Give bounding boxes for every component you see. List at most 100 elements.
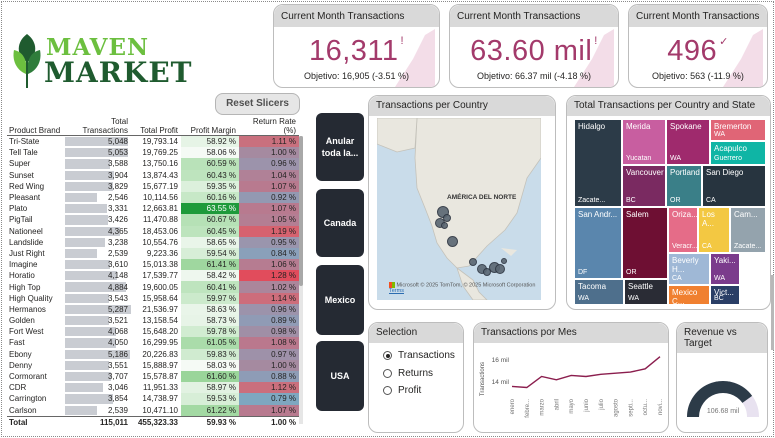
table-row[interactable]: High Quality 3,543 15,958.64 59.97 % 1.14 %	[7, 292, 299, 304]
header-profit-margin[interactable]: Profit Margin	[190, 126, 236, 135]
table-row[interactable]: High Top 4,884 19,600.05 60.41 % 1.02 %	[7, 281, 299, 293]
page-scrollbar[interactable]	[771, 275, 774, 350]
treemap-cell[interactable]: Yaki... WA	[711, 254, 739, 284]
radio-indicator[interactable]	[383, 369, 392, 378]
header-total-profit[interactable]: Total Profit	[140, 126, 178, 135]
reset-slicers-button[interactable]: Reset Slicers	[215, 93, 300, 115]
cell-profit: 21,536.97	[142, 304, 178, 314]
treemap-cell[interactable]: Acapulco Guerrero	[711, 142, 765, 164]
radio-profit[interactable]: Profit	[383, 385, 421, 396]
y-axis-label: Transactions	[480, 362, 486, 396]
cell-transactions: 3,588	[65, 158, 131, 169]
cell-return-rate: 0.92 %	[239, 191, 299, 204]
treemap-cell[interactable]: San Diego CA	[703, 166, 765, 206]
selection-panel[interactable]: Selection Transactions Returns Profit	[368, 322, 464, 433]
treemap-cell[interactable]: Merida Yucatan	[623, 120, 665, 164]
radio-indicator[interactable]	[383, 386, 392, 395]
treemap-cell[interactable]: Mexico C...	[669, 286, 709, 304]
radio-returns[interactable]: Returns	[383, 368, 433, 379]
map-title: Transactions per Country	[369, 96, 555, 116]
map-bubble[interactable]	[501, 258, 507, 264]
table-row[interactable]: Landslide 3,238 10,554.76 58.65 % 0.95 %	[7, 236, 299, 248]
country-button-canada[interactable]: Canada	[316, 189, 364, 257]
treemap-cell[interactable]: Beverly H... CA	[669, 254, 709, 284]
table-row[interactable]: Fast 4,050 16,299.95 61.05 % 1.08 %	[7, 337, 299, 349]
cell-margin: 58.42 %	[181, 270, 239, 282]
treemap-cell[interactable]: Seattle WA	[625, 280, 667, 304]
treemap-cell[interactable]: Tacoma WA	[575, 280, 623, 304]
table-row[interactable]: Super 3,588 13,750.16 60.59 % 0.96 %	[7, 158, 299, 170]
map-bubble[interactable]	[443, 214, 451, 222]
kpi-card-revenue[interactable]: Current Month Transactions 63.60 mil! Ob…	[449, 4, 619, 88]
table-row[interactable]: Denny 3,551 15,888.97 58.03 % 1.00 %	[7, 359, 299, 371]
country-button-usa[interactable]: USA	[316, 341, 364, 411]
treemap-cell[interactable]: Los A... CA	[699, 208, 729, 252]
treemap-cell-sublabel: BC	[626, 197, 636, 204]
header-return-rate[interactable]: Return Rate (%)	[252, 117, 296, 135]
treemap-cell[interactable]: Oriza... Veracr...	[669, 208, 697, 252]
map-terms-link[interactable]: Terms	[389, 288, 404, 294]
country-button-clear[interactable]: Anular toda la...	[316, 113, 364, 181]
header-total-transactions[interactable]: Total Transactions	[82, 117, 129, 135]
table-row[interactable]: Pleasant 2,546 10,114.56 60.16 % 0.92 %	[7, 191, 299, 204]
map-panel[interactable]: Transactions per Country AMÉRICA DEL NOR…	[368, 95, 556, 310]
treemap-cell[interactable]: San Andr... DF	[575, 208, 621, 278]
treemap-cell[interactable]: Cam... Zacate...	[731, 208, 765, 252]
country-button-mexico[interactable]: Mexico	[316, 265, 364, 335]
table-row[interactable]: PigTail 3,426 11,470.88 60.67 % 1.05 %	[7, 214, 299, 226]
radio-indicator[interactable]	[383, 351, 392, 360]
kpi-goal: Objetivo: 16,905 (-3.51 %)	[303, 71, 410, 81]
table-row[interactable]: Hermanos 5,287 21,536.97 58.63 % 0.96 %	[7, 303, 299, 315]
revenue-gauge-panel[interactable]: Revenue vs Target 106.68 mil	[676, 322, 768, 433]
table-row[interactable]: Plato 3,331 12,663.81 63.55 % 1.07 %	[7, 203, 299, 215]
map-bubble[interactable]	[495, 264, 505, 274]
table-row[interactable]: Imagine 3,610 15,013.38 61.41 % 1.06 %	[7, 259, 299, 271]
table-row[interactable]: Tri-State 5,048 19,793.14 58.92 % 1.11 %	[7, 136, 299, 148]
table-row[interactable]: Horatio 4,148 17,539.77 58.42 % 1.28 %	[7, 270, 299, 282]
treemap-cell-label: Vancouver	[626, 168, 664, 177]
map-canvas[interactable]: AMÉRICA DEL NORTE Microsoft © 2025 TomTo…	[377, 118, 541, 300]
table-row[interactable]: Cormorant 3,707 15,578.87 61.60 % 0.88 %	[7, 370, 299, 383]
map-bubble[interactable]	[447, 236, 458, 247]
treemap-canvas[interactable]: Hidalgo Zacate... Merida Yucatan Spokane WA Br…	[575, 120, 765, 304]
x-tick-label: enero	[510, 398, 516, 414]
kpi-card-returns[interactable]: Current Month Transactions 496 ✓ Objetivo…	[628, 4, 768, 88]
x-tick-label: novi...	[658, 399, 664, 415]
treemap-cell[interactable]: Hidalgo Zacate...	[575, 120, 621, 206]
radio-transactions[interactable]: Transactions	[383, 350, 455, 361]
treemap-cell[interactable]: Spokane WA	[667, 120, 709, 164]
cell-transactions: 3,904	[65, 170, 131, 181]
brand-table[interactable]: Product Brand Total Transactions Total P…	[7, 117, 299, 434]
monthly-line-chart[interactable]: Transactions 16 mil 14 mil enero febre... mar…	[474, 343, 669, 433]
treemap-cell[interactable]: Vancouver BC	[623, 166, 665, 206]
total-return-rate: 1.00 %	[271, 417, 296, 427]
table-total-row: Total 115,011 455,323.33 59.93 % 1.00 %	[7, 415, 299, 428]
map-bubble[interactable]	[441, 222, 448, 229]
table-scrollbar[interactable]	[299, 136, 303, 424]
cell-profit: 19,600.05	[142, 282, 178, 292]
header-product-brand[interactable]: Product Brand	[9, 126, 61, 135]
treemap-cell[interactable]: Portland OR	[667, 166, 701, 206]
table-row[interactable]: Golden 3,521 13,158.54 58.73 % 0.89 %	[7, 315, 299, 327]
monthly-chart-panel[interactable]: Transactions por Mes Transactions 16 mil 1…	[473, 322, 669, 433]
table-row[interactable]: Nationeel 4,365 18,453.06 60.45 % 1.19 %	[7, 225, 299, 237]
table-row[interactable]: Sunset 3,904 13,874.43 60.43 % 1.04 %	[7, 169, 299, 181]
table-row[interactable]: CDR 3,046 11,951.33 58.97 % 1.12 %	[7, 382, 299, 394]
map-bubble[interactable]	[469, 258, 477, 266]
transactions-series-line[interactable]	[511, 356, 661, 389]
treemap-cell[interactable]: Bremerton WA	[711, 120, 765, 140]
table-row[interactable]: Red Wing 3,829 15,677.19 59.35 % 1.07 %	[7, 180, 299, 192]
kpi-card-transactions[interactable]: Current Month Transactions 16,311! Objet…	[273, 4, 440, 88]
x-tick-label: abril	[554, 399, 560, 410]
table-scrollbar-thumb[interactable]	[299, 136, 303, 286]
table-row[interactable]: Carlson 2,539 10,471.10 61.22 % 1.07 %	[7, 404, 299, 416]
table-row[interactable]: Just Right 2,539 9,223.36 59.54 % 0.84 %	[7, 247, 299, 260]
table-row[interactable]: Ebony 5,186 20,226.83 59.83 % 0.97 %	[7, 348, 299, 360]
table-row[interactable]: Carrington 3,854 14,738.97 59.53 % 0.79 %	[7, 393, 299, 405]
table-row[interactable]: Tell Tale 5,053 19,769.25 58.06 % 1.00 %	[7, 147, 299, 159]
treemap-cell[interactable]: Salem OR	[623, 208, 667, 278]
table-row[interactable]: Fort West 4,068 15,648.20 59.78 % 0.98 %	[7, 326, 299, 338]
treemap-panel[interactable]: Total Transactions per Country and State…	[566, 95, 771, 310]
treemap-cell[interactable]: Vict... BC	[711, 286, 739, 304]
kpi-goal: Objetivo: 563 (-11.9 %)	[652, 71, 744, 81]
